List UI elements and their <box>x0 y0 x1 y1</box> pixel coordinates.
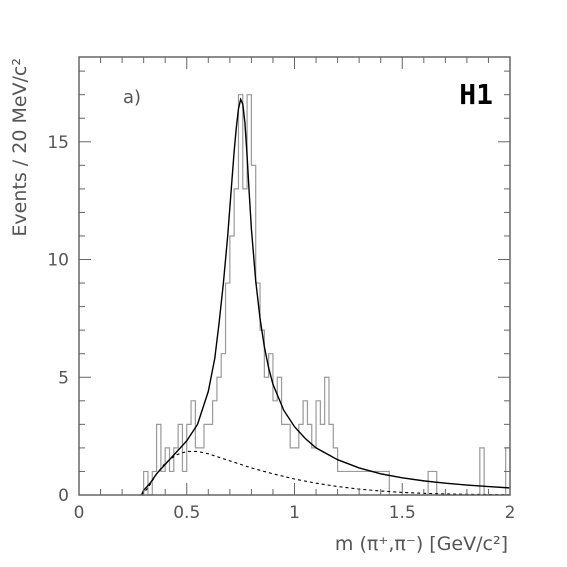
histogram-bin <box>161 471 165 495</box>
histogram-bin <box>346 471 350 495</box>
histogram-outline <box>139 94 511 496</box>
histogram-bin <box>238 95 242 495</box>
histogram-bin <box>182 471 186 495</box>
plot-frame <box>78 56 511 496</box>
histogram-bin <box>282 424 286 495</box>
y-tick-label: 15 <box>47 133 69 153</box>
histogram-bin <box>251 165 255 495</box>
histogram-bin <box>307 424 311 495</box>
histogram-bin <box>226 283 230 495</box>
panel-label: a) <box>123 87 141 108</box>
histogram-bin <box>333 448 337 495</box>
y-tick-label: 5 <box>58 368 69 388</box>
x-tick-label: 1.5 <box>389 503 416 523</box>
histogram-bin <box>376 471 380 495</box>
histogram-bin <box>355 471 359 495</box>
histogram-bin <box>432 471 436 495</box>
histogram-bin <box>221 354 225 495</box>
histogram-bin <box>351 471 355 495</box>
histogram-bin <box>170 471 174 495</box>
histogram-bin <box>286 424 290 495</box>
histogram-bin <box>230 236 234 495</box>
histogram-bin <box>234 189 238 495</box>
x-tick-label: 2 <box>505 503 516 523</box>
histogram-bin <box>144 471 148 495</box>
histogram-layer <box>139 94 511 496</box>
histogram-bin <box>247 95 251 495</box>
total-fit-curve <box>140 97 511 496</box>
histogram-bin <box>325 377 329 495</box>
histogram-bin <box>480 448 484 495</box>
histogram-bin <box>191 401 195 495</box>
x-tick-label: 1 <box>289 503 300 523</box>
histogram-bin <box>243 189 247 495</box>
histogram-bin <box>329 424 333 495</box>
histogram-bin <box>195 448 199 495</box>
histogram-bin <box>178 424 182 495</box>
y-tick-label: 10 <box>47 251 69 271</box>
histogram-bin <box>368 471 372 495</box>
histogram-bin <box>165 448 169 495</box>
histogram-bin <box>428 471 432 495</box>
histogram-bin <box>200 448 204 495</box>
histogram-bin <box>217 377 221 495</box>
fit-curves-layer <box>140 97 511 496</box>
y-axis-title: Events / 20 MeV/c² <box>9 58 31 237</box>
histogram-bin <box>208 424 212 495</box>
histogram-bin <box>363 471 367 495</box>
histogram-bin <box>312 448 316 495</box>
ticks-layer <box>78 57 511 496</box>
histogram-bin <box>157 424 161 495</box>
histogram-bin <box>338 471 342 495</box>
experiment-label: H1 <box>459 78 493 111</box>
histogram-bin <box>260 330 264 495</box>
histogram-bin <box>264 377 268 495</box>
histogram-bin <box>290 448 294 495</box>
histogram-bin <box>359 471 363 495</box>
x-tick-label: 0.5 <box>173 503 200 523</box>
histogram-bin <box>372 471 376 495</box>
histogram-bin <box>295 448 299 495</box>
histogram-bin <box>204 424 208 495</box>
tick-labels-layer: 0 0.5 1 1.5 2 0 5 10 15 <box>47 133 515 523</box>
x-tick-label: 0 <box>74 503 85 523</box>
histogram-bin <box>213 401 217 495</box>
histogram-bin <box>342 471 346 495</box>
y-tick-label: 0 <box>58 486 69 506</box>
x-axis-title: m (π⁺,π⁻) [GeV/c²] <box>335 533 508 555</box>
histogram-bin <box>273 401 277 495</box>
